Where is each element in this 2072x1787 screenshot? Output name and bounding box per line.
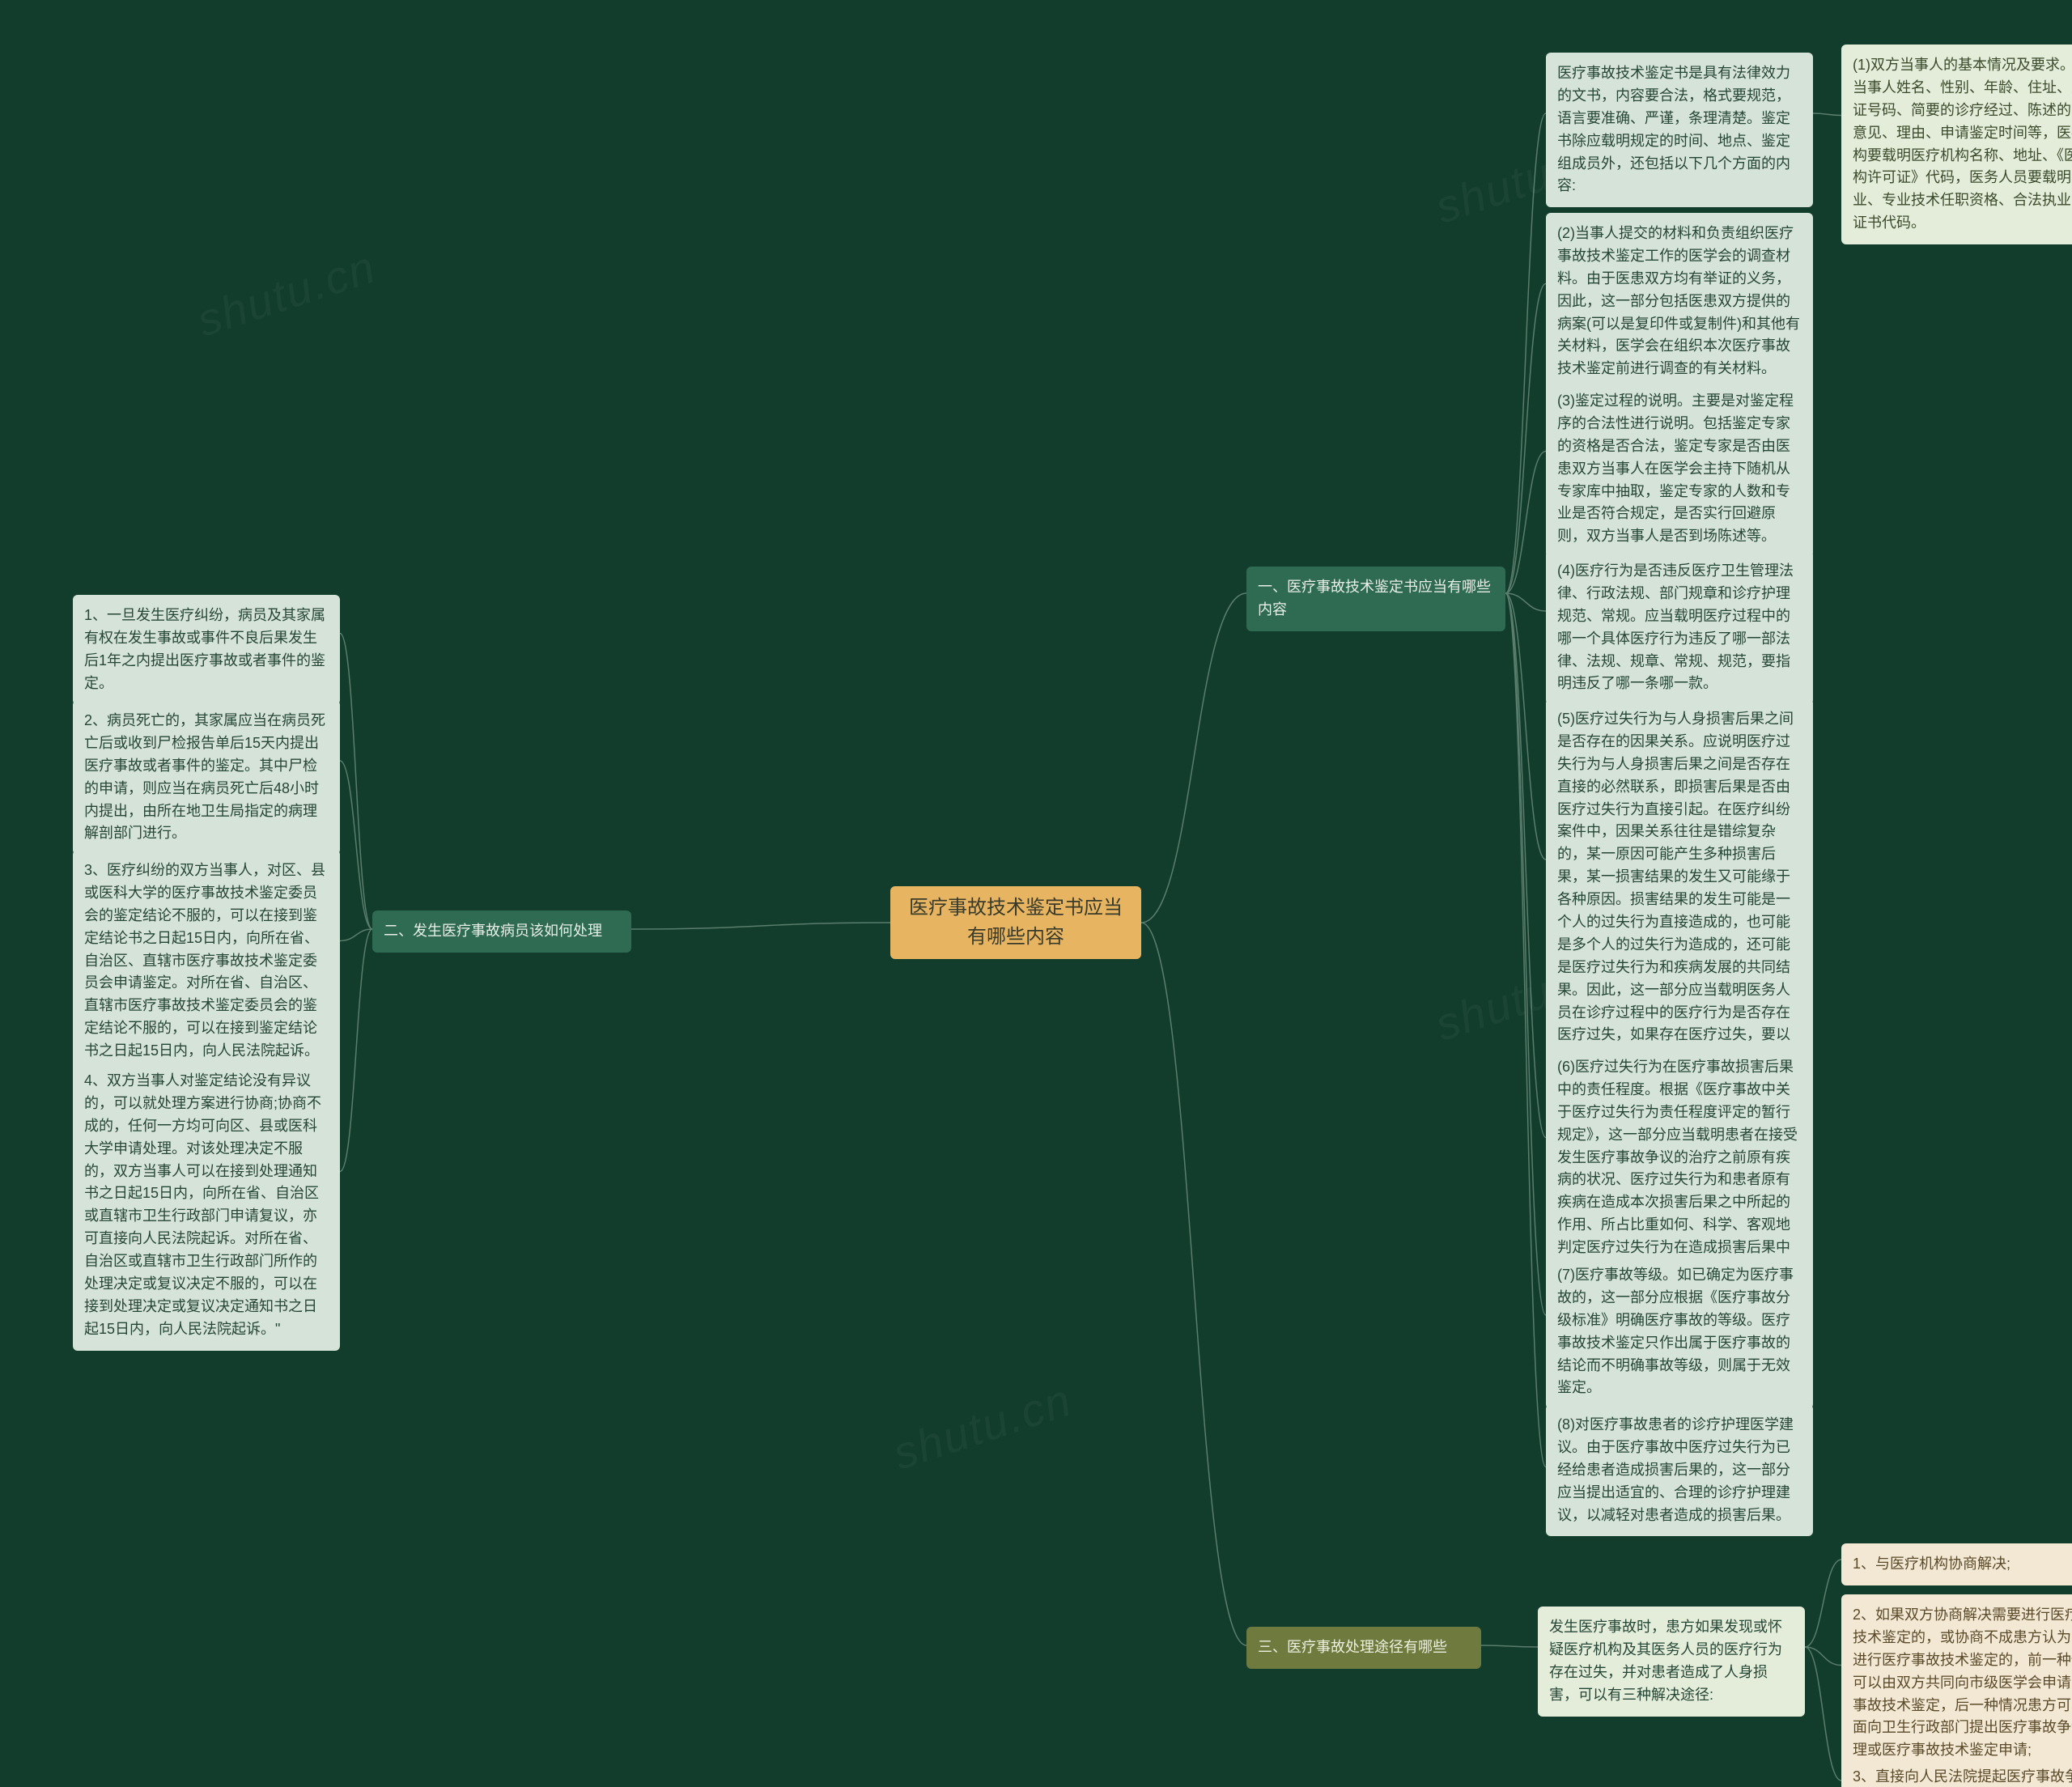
branch-node: 三、医疗事故处理途径有哪些 (1246, 1627, 1481, 1669)
root-node: 医疗事故技术鉴定书应当有哪些内容 (890, 886, 1141, 959)
leaf-child-node: 3、直接向人民法院提起医疗事故争议民事诉讼。 (1841, 1756, 2072, 1787)
leaf-node: 4、双方当事人对鉴定结论没有异议的，可以就处理方案进行协商;协商不成的，任何一方… (73, 1060, 340, 1351)
branch-node: 一、医疗事故技术鉴定书应当有哪些内容 (1246, 567, 1505, 631)
leaf-node: (8)对医疗事故患者的诊疗护理医学建议。由于医疗事故中医疗过失行为已经给患者造成… (1546, 1404, 1813, 1536)
leaf-node: (7)医疗事故等级。如已确定为医疗事故的，这一部分应根据《医疗事故分级标准》明确… (1546, 1254, 1813, 1409)
leaf-node: 发生医疗事故时，患方如果发现或怀疑医疗机构及其医务人员的医疗行为存在过失，并对患… (1538, 1607, 1805, 1717)
leaf-child-node: 1、与医疗机构协商解决; (1841, 1543, 2072, 1585)
leaf-node: 2、病员死亡的，其家属应当在病员死亡后或收到尸检报告单后15天内提出医疗事故或者… (73, 700, 340, 855)
leaf-node: (3)鉴定过程的说明。主要是对鉴定程序的合法性进行说明。包括鉴定专家的资格是否合… (1546, 380, 1813, 558)
leaf-node: 医疗事故技术鉴定书是具有法律效力的文书，内容要合法，格式要规范，语言要准确、严谨… (1546, 53, 1813, 207)
leaf-child-node: (1)双方当事人的基本情况及要求。包括当事人姓名、性别、年龄、住址、身份证号码、… (1841, 45, 2072, 244)
watermark: shutu.cn (887, 1373, 1079, 1479)
watermark: shutu.cn (191, 240, 383, 346)
branch-node: 二、发生医疗事故病员该如何处理 (372, 910, 631, 953)
leaf-child-node: 2、如果双方协商解决需要进行医疗事故技术鉴定的，或协商不成患方认为需要进行医疗事… (1841, 1594, 2072, 1772)
leaf-node: 3、医疗纠纷的双方当事人，对区、县或医科大学的医疗事故技术鉴定委员会的鉴定结论不… (73, 850, 340, 1072)
leaf-node: (2)当事人提交的材料和负责组织医疗事故技术鉴定工作的医学会的调查材料。由于医患… (1546, 213, 1813, 390)
leaf-node: 1、一旦发生医疗纠纷，病员及其家属有权在发生事故或事件不良后果发生后1年之内提出… (73, 595, 340, 705)
leaf-node: (4)医疗行为是否违反医疗卫生管理法律、行政法规、部门规章和诊疗护理规范、常规。… (1546, 550, 1813, 705)
